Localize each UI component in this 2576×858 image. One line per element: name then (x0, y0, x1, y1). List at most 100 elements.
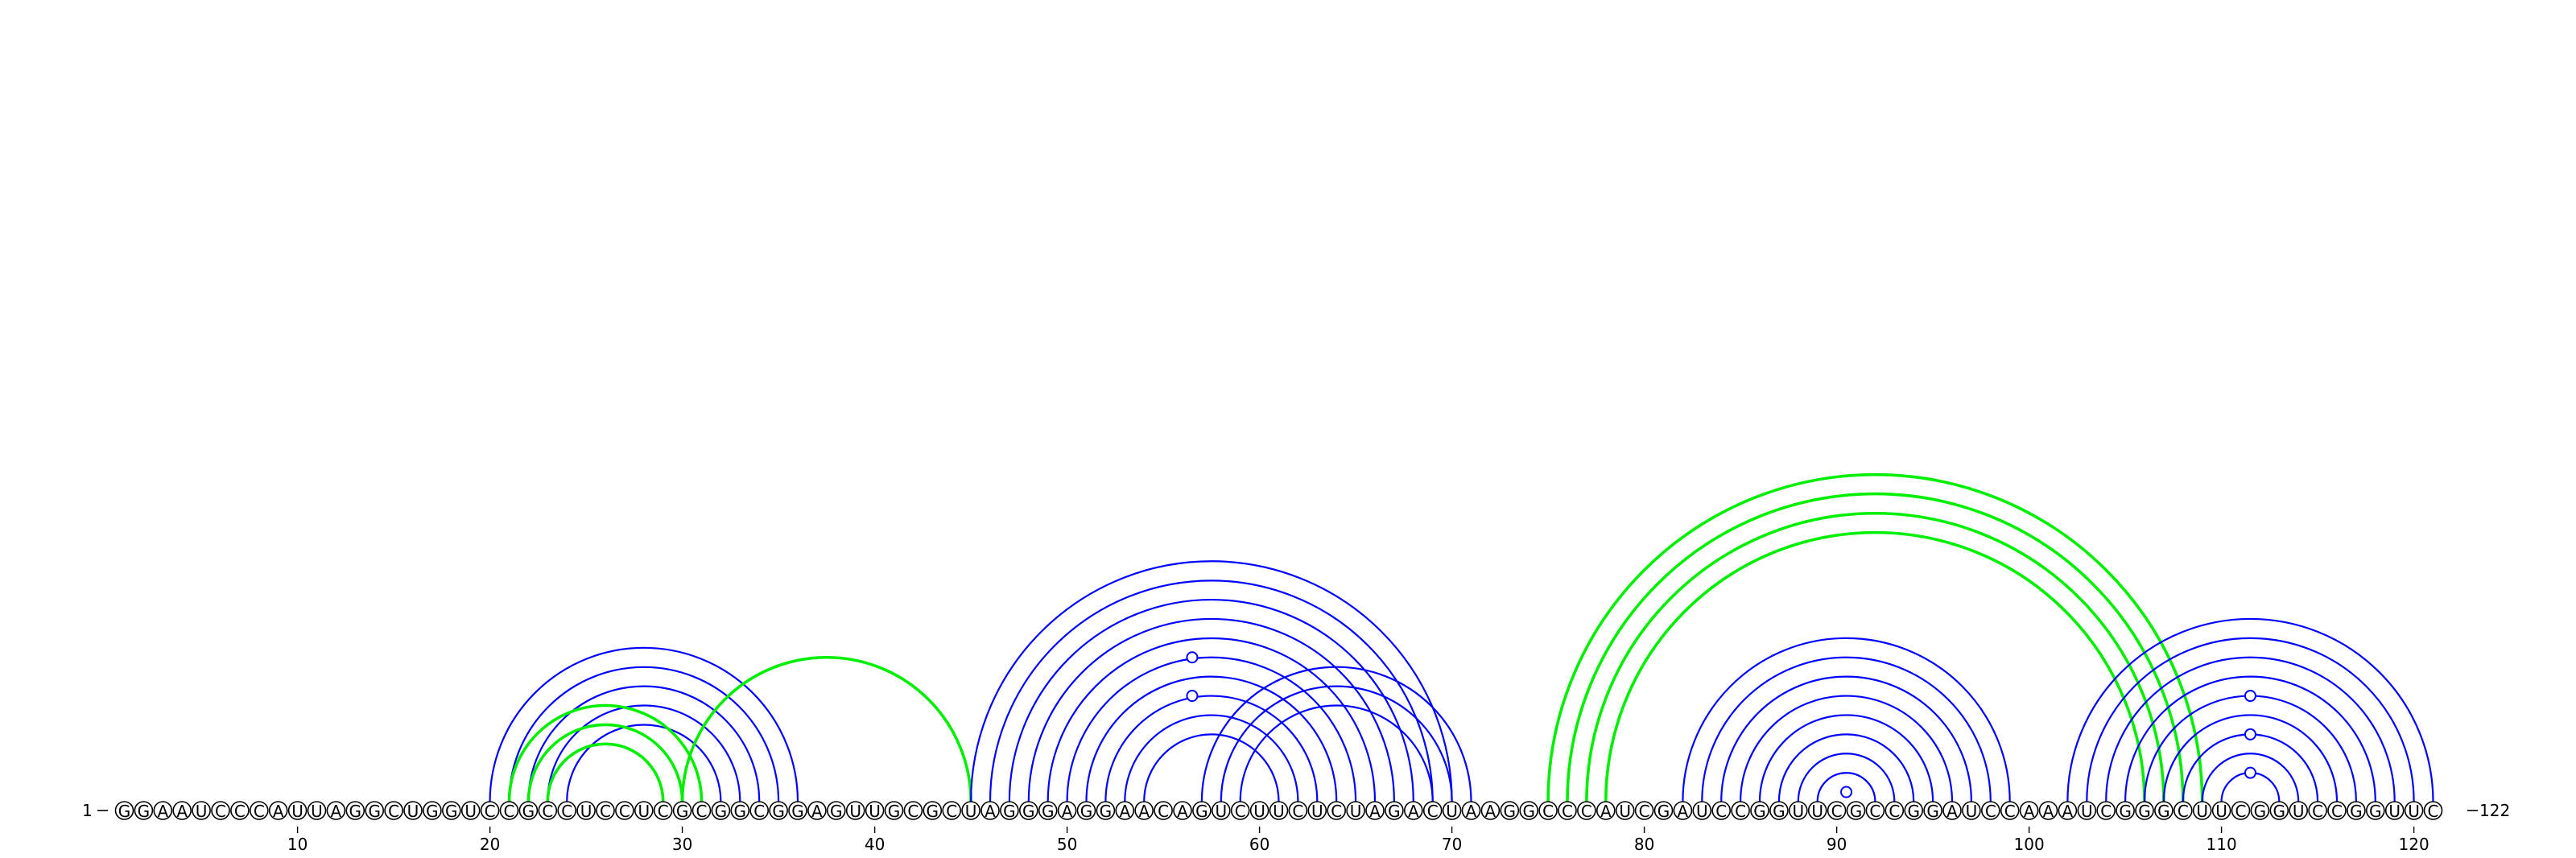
nucleotide-letter-40: U (869, 802, 881, 821)
nucleotide-circle-49 (1038, 801, 1058, 820)
pair-arc-20-36 (489, 646, 799, 802)
nucleotide-circle-18 (441, 801, 461, 820)
nucleotide-circle-105 (2116, 801, 2135, 820)
pair-arc-89-92 (1816, 772, 1876, 802)
nucleotide-letter-79: U (1619, 802, 1631, 821)
nucleotide-circle-19 (460, 801, 481, 820)
tick-label-110: 110 (2207, 835, 2237, 854)
nucleotide-letter-121: C (2428, 802, 2439, 821)
pair-arc-23-33 (547, 704, 741, 802)
nucleotide-circle-3 (153, 801, 173, 820)
pair-arc-78-106 (1604, 530, 2146, 802)
nucleotide-circle-30 (672, 801, 692, 820)
nucleotide-circle-113 (2269, 801, 2289, 820)
nucleotide-circle-91 (1846, 801, 1866, 820)
nucleotide-circle-106 (2135, 801, 2154, 820)
nucleotide-circle-36 (788, 801, 807, 820)
nucleotide-letter-73: G (1504, 802, 1517, 821)
nucleotide-letter-108: C (2178, 802, 2189, 821)
pair-arc-51-64 (1085, 675, 1338, 802)
nucleotide-circle-10 (287, 801, 308, 820)
nucleotide-circle-32 (711, 801, 731, 820)
nucleotide-circle-90 (1827, 801, 1847, 820)
nucleotide-circle-33 (730, 801, 750, 820)
tick-label-120: 120 (2399, 835, 2429, 854)
nucleotide-circle-54 (1134, 801, 1154, 820)
nucleotide-letter-99: C (2004, 802, 2016, 821)
nucleotide-circle-28 (634, 801, 654, 820)
nucleotide-circle-119 (2384, 801, 2405, 820)
nucleotide-letter-120: U (2408, 802, 2420, 821)
sequence-backbone: 1 122 (82, 801, 2510, 820)
nucleotide-letter-3: A (157, 802, 168, 821)
nucleotide-circle-59 (1230, 801, 1250, 820)
nucleotide-letter-87: G (1773, 802, 1785, 821)
nucleotide-letter-107: G (2157, 802, 2170, 821)
nucleotide-circle-35 (769, 801, 788, 820)
nucleotide-letter-2: G (138, 802, 151, 821)
nucleotide-circle-23 (538, 801, 558, 820)
nucleotide-letter-74: G (1522, 802, 1535, 821)
nucleotide-circle-13 (345, 801, 365, 820)
nucleotide-letter-85: C (1735, 802, 1746, 821)
pair-arc-86-95 (1758, 714, 1934, 802)
pair-arc-105-118 (2124, 675, 2376, 802)
nucleotide-circle-117 (2347, 801, 2366, 820)
nucleotide-circle-60 (1249, 801, 1269, 820)
nucleotide-circle-67 (1385, 801, 1404, 820)
pair-arc-107-116 (2162, 714, 2339, 802)
nucleotide-circle-75 (1538, 801, 1558, 820)
nucleotide-circle-15 (384, 801, 403, 820)
nucleotide-letter-52: G (1100, 802, 1113, 821)
nucleotide-circle-47 (1000, 801, 1019, 820)
pair-arc-103-120 (2086, 637, 2415, 802)
nucleotide-circle-22 (518, 801, 539, 820)
nucleotide-circle-120 (2404, 801, 2424, 820)
nucleotide-letter-34: C (753, 802, 765, 821)
nucleotide-letter-30: G (676, 802, 689, 821)
nucleotide-letter-51: G (1080, 802, 1093, 821)
nucleotide-letter-53: A (1119, 802, 1130, 821)
nucleotide-circle-73 (1500, 801, 1520, 820)
nucleotide-letter-102: A (2062, 802, 2074, 821)
nucleotide-circle-69 (1422, 801, 1443, 820)
sequence-start-label: 1 (82, 801, 93, 820)
pair-arc-45-70 (970, 560, 1453, 802)
nucleotide-letter-28: U (638, 802, 650, 821)
nucleotide-circle-16 (403, 801, 423, 820)
nucleotide-circle-27 (615, 801, 634, 820)
nucleotide-letter-65: U (1350, 802, 1362, 821)
tick-label-60: 60 (1249, 835, 1269, 854)
nucleotide-circle-97 (1962, 801, 1981, 820)
pair-arc-22-34 (527, 685, 761, 802)
nucleotide-letter-22: G (522, 802, 535, 821)
tick-label-90: 90 (1827, 835, 1847, 854)
nucleotide-letter-14: G (368, 802, 381, 821)
nucleotide-circle-42 (903, 801, 923, 820)
nucleotide-circle-62 (1288, 801, 1308, 820)
nucleotide-letter-44: C (946, 802, 957, 821)
nucleotide-letter-1: G (118, 802, 131, 821)
nucleotide-circle-46 (980, 801, 1000, 820)
nucleotide-letter-55: C (1158, 802, 1169, 821)
tick-label-50: 50 (1057, 835, 1077, 854)
nucleotide-letter-88: U (1792, 802, 1804, 821)
nucleotide-letter-110: U (2215, 802, 2227, 821)
nucleotide-circle-108 (2174, 801, 2193, 820)
pair-arc-77-107 (1585, 511, 2165, 802)
nucleotide-letter-75: C (1542, 802, 1554, 821)
nucleotide-letter-97: U (1966, 802, 1978, 821)
nucleotide-circle-118 (2366, 801, 2385, 820)
nucleotide-circle-79 (1615, 801, 1635, 820)
nucleotide-letter-113: G (2273, 802, 2286, 821)
nucleotide-letter-95: G (1926, 802, 1939, 821)
nucleotide-circle-83 (1692, 801, 1712, 820)
nucleotide-letter-84: C (1715, 802, 1727, 821)
nucleotide-letter-9: A (273, 802, 284, 821)
nucleotide-circle-87 (1769, 801, 1789, 820)
nucleotide-circle-34 (749, 801, 770, 820)
nucleotide-circle-121 (2423, 801, 2443, 820)
nucleotide-circle-7 (230, 801, 250, 820)
nucleotide-letter-70: U (1446, 802, 1458, 821)
pair-arc-104-119 (2105, 656, 2396, 802)
